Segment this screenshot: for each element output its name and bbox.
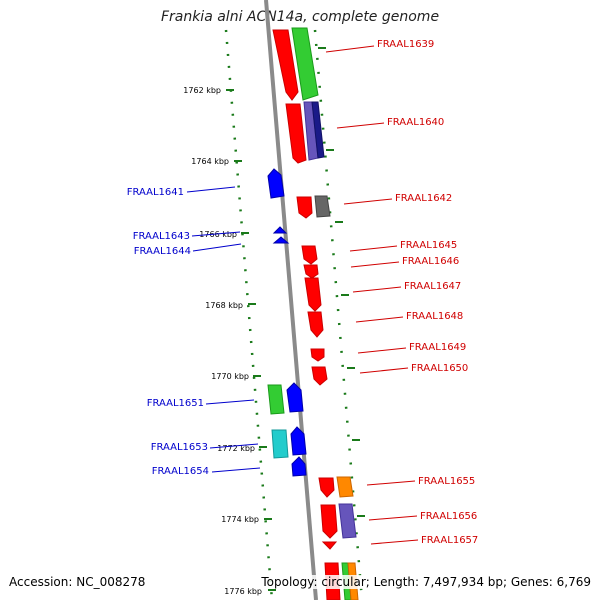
tick-label: 1764 kbp [191,157,229,166]
label-fraal1656: FRAAL1656 [368,511,477,522]
tick-label: 1774 kbp [221,515,259,524]
tick-1766: 1766 kbp [199,230,249,239]
gene-label: FRAAL1643 [133,231,190,242]
tick-1768: 1768 kbp [205,301,256,310]
label-fraal1640: FRAAL1640 [336,117,444,129]
gene-fraal1643[interactable] [272,226,288,234]
label-fraal1657: FRAAL1657 [370,535,478,546]
gene-label: FRAAL1656 [420,511,477,522]
gene-fraal1655[interactable] [318,477,335,498]
tick-label: 1762 kbp [183,86,221,95]
gene-label: FRAAL1648 [406,311,463,322]
gene-fraal1657[interactable] [321,541,338,550]
gene-fraal1640[interactable] [285,103,307,164]
tick-1776: 1776 kbp [224,587,276,596]
label-fraal1650: FRAAL1650 [359,363,468,374]
gene-fraal1644[interactable] [272,236,290,244]
gene-fraal1654[interactable] [291,456,307,477]
label-fraal1655: FRAAL1655 [366,476,475,487]
tick-label: 1768 kbp [205,301,243,310]
label-fraal1653: FRAAL1653 [151,442,259,453]
gene-fraal1650[interactable] [311,366,328,386]
label-fraal1646: FRAAL1646 [350,256,459,268]
gene-fraal1639[interactable] [272,29,299,101]
gene-label: FRAAL1649 [409,342,466,353]
gene-feature-purple-2[interactable] [338,503,357,539]
gene-fraal1653[interactable] [271,426,307,459]
tick-1772: 1772 kbp [217,444,267,453]
label-fraal1639: FRAAL1639 [325,39,434,53]
tick-1764: 1764 kbp [191,157,242,166]
gene-label: FRAAL1653 [151,442,208,453]
label-fraal1643: FRAAL1643 [133,231,241,242]
label-fraal1645: FRAAL1645 [349,240,457,252]
label-fraal1648: FRAAL1648 [355,311,463,323]
map-title: Frankia alni ACN14a, complete genome [160,9,440,25]
genome-summary-text: Topology: circular; Length: 7,497,934 bp… [261,575,591,589]
label-fraal1642: FRAAL1642 [343,193,452,205]
gene-label: FRAAL1639 [377,39,434,50]
gene-label: FRAAL1644 [134,246,191,257]
gene-feature-green-1[interactable] [291,27,319,101]
gene-fraal1642[interactable] [296,196,313,219]
gene-feature-orange-1[interactable] [336,476,354,498]
gene-fraal1647[interactable] [304,277,322,312]
gene-fraal1649[interactable] [310,348,325,362]
gene-fraal1651[interactable] [267,382,304,415]
accession-text: Accession: NC_008278 [9,575,146,589]
gene-label: FRAAL1655 [418,476,475,487]
gc-track-right [313,29,364,600]
tick-label: 1776 kbp [224,587,262,596]
tick-1774: 1774 kbp [221,515,272,524]
gene-feature-purple-1[interactable] [303,101,325,161]
tick-1762: 1762 kbp [183,86,234,95]
label-fraal1647: FRAAL1647 [352,281,461,293]
label-fraal1651: FRAAL1651 [147,398,255,409]
gene-label: FRAAL1654 [152,466,209,477]
right-track-ticks [318,47,365,517]
gene-fraal1645[interactable] [301,245,318,265]
label-fraal1641: FRAAL1641 [127,186,236,198]
gene-fraal1646[interactable] [303,264,319,279]
label-fraal1654: FRAAL1654 [152,466,261,477]
gene-label: FRAAL1651 [147,398,204,409]
gene-label: FRAAL1640 [387,117,444,128]
gene-label: FRAAL1645 [400,240,457,251]
gene-label: FRAAL1647 [404,281,461,292]
gene-label: FRAAL1657 [421,535,478,546]
gene-fraal1641[interactable] [267,168,285,199]
gene-fraal1648[interactable] [307,311,324,338]
gene-label: FRAAL1641 [127,187,184,198]
label-fraal1644: FRAAL1644 [134,243,242,257]
gene-label: FRAAL1650 [411,363,468,374]
gene-fraal1656[interactable] [320,504,338,539]
gene-feature-gray-1[interactable] [314,195,331,218]
tick-1770: 1770 kbp [211,372,261,381]
tick-label: 1766 kbp [199,230,237,239]
tick-label: 1772 kbp [217,444,255,453]
tick-label: 1770 kbp [211,372,249,381]
genome-backbone [264,0,318,600]
label-fraal1649: FRAAL1649 [357,342,466,354]
gene-label: FRAAL1642 [395,193,452,204]
gene-label: FRAAL1646 [402,256,459,267]
